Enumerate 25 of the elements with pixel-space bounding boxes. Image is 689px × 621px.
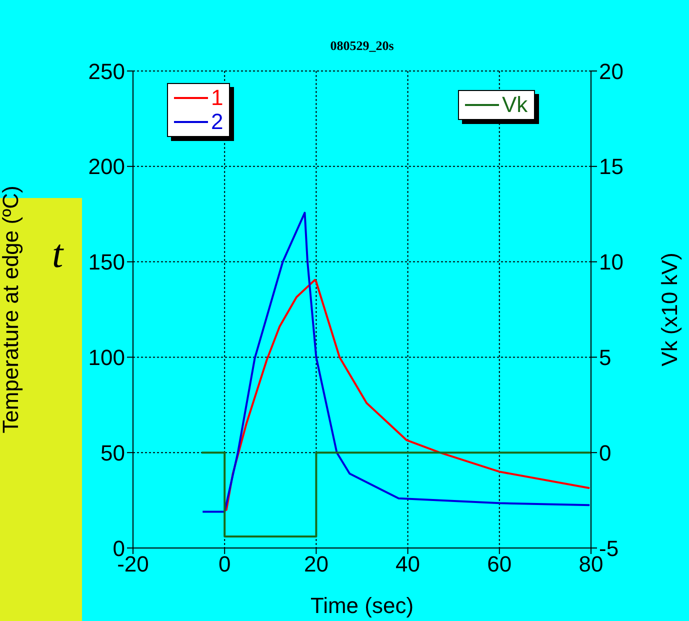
y2-tick-label: 15 bbox=[599, 154, 624, 180]
x-tick-label: 60 bbox=[487, 552, 512, 577]
x-tick-label: 40 bbox=[396, 552, 420, 577]
y-tick-label: 100 bbox=[88, 345, 125, 370]
legend-label: 1 bbox=[211, 85, 224, 110]
chart-title: 080529_20s bbox=[330, 38, 394, 53]
x-tick-label: 0 bbox=[218, 552, 231, 577]
y-tick-label: 200 bbox=[88, 154, 125, 180]
line-series bbox=[202, 212, 591, 513]
y2-tick-label: 5 bbox=[599, 345, 612, 370]
line-series bbox=[224, 278, 591, 511]
legend-label: Vk bbox=[502, 92, 528, 117]
y2-tick-label: 20 bbox=[599, 58, 624, 84]
legend-label: 2 bbox=[211, 109, 224, 134]
y-tick-label: 250 bbox=[88, 58, 125, 84]
y2-tick-label: 0 bbox=[599, 440, 612, 466]
text: t bbox=[52, 230, 64, 277]
x-axis-title: Time (sec) bbox=[310, 593, 414, 618]
y-tick-label: 150 bbox=[88, 250, 125, 275]
x-tick-label: 80 bbox=[578, 552, 604, 577]
y2-tick-label: 10 bbox=[599, 250, 624, 275]
y2-axis-title: Vk (x10 kV) bbox=[656, 252, 682, 366]
y-axis-title: Temperature at edge (ºC) bbox=[0, 186, 23, 434]
y-tick-label: 50 bbox=[100, 440, 125, 466]
x-tick-label: 20 bbox=[304, 552, 328, 577]
